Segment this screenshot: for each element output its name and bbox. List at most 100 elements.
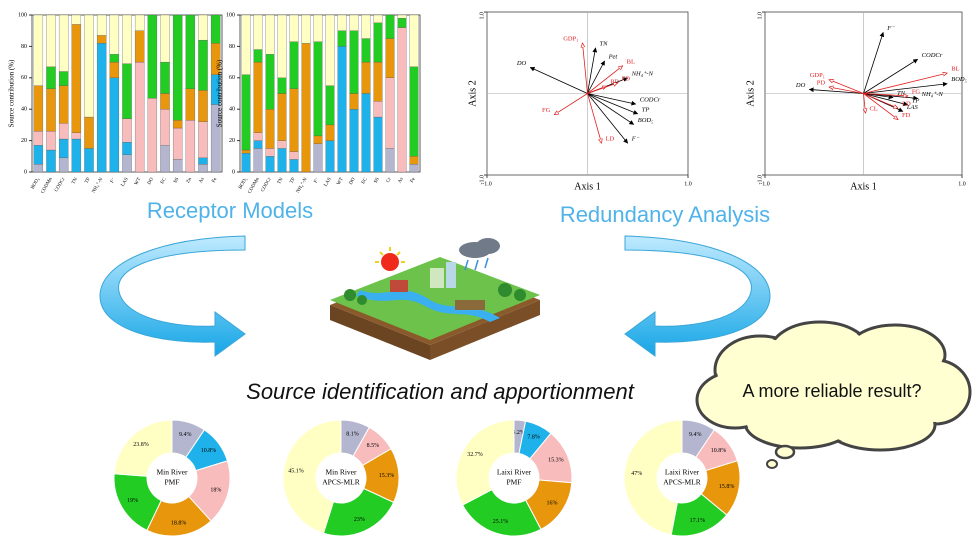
bubble-text: A more reliable result? (742, 381, 921, 401)
bar-segment (58, 14, 69, 72)
y-tick-label: 0 (24, 169, 27, 175)
bar-segment (71, 132, 82, 140)
bar-segment (373, 22, 383, 63)
donut-segment (623, 419, 683, 536)
donut-center-label: PMF (506, 478, 521, 487)
x-tick-label: NH₄⁺-N (91, 176, 105, 194)
x-tick-label: CODMn (41, 177, 54, 195)
bar-segment (397, 17, 407, 28)
bar-segment (46, 131, 56, 151)
x-tick-label: Zn (186, 177, 193, 185)
x-tick-label: BOD₅ (31, 177, 42, 190)
bar-segment (71, 14, 82, 25)
vector-label: CODCr (922, 52, 943, 59)
x-tick-label: NH₄⁺-N (295, 176, 309, 194)
bar-segment (337, 30, 347, 47)
bar-segment (253, 148, 263, 173)
bar-segment (109, 14, 120, 55)
donut-value-label: 16% (546, 500, 557, 506)
vector-arrow (587, 93, 637, 106)
vector-label: PD (817, 79, 826, 86)
x-tick-label: CODCr (261, 177, 273, 193)
bar-segment (198, 163, 208, 173)
bar-segment (409, 156, 419, 165)
bar-segment (385, 14, 395, 39)
bar-segment (96, 43, 107, 173)
vector-arrow (863, 93, 894, 100)
vector-arrow (587, 93, 639, 115)
vector-label: FD (902, 112, 911, 119)
bar-segment (160, 14, 170, 63)
donut-center-label: Laixi River (497, 468, 532, 477)
bar-segment (172, 127, 183, 160)
bar-segment (84, 116, 94, 149)
vector-arrow (529, 67, 588, 94)
bar-segment (313, 41, 323, 137)
vector-arrow (863, 58, 919, 94)
bar-segment (84, 14, 94, 118)
y-tick-label: 100 (18, 12, 27, 18)
vector-arrow (587, 83, 618, 94)
bar-segment (265, 14, 275, 55)
donut-segment (113, 419, 173, 477)
vector-label: F⁻ (631, 136, 640, 143)
x-tick-label: 1.0 (684, 181, 692, 187)
bar-segment (397, 27, 407, 173)
vector-label: GDP₁ (810, 72, 825, 79)
bar-segment (325, 14, 335, 86)
bar-segment (58, 85, 69, 124)
x-tick-label: TN (277, 177, 285, 186)
y-tick-label: 60 (21, 75, 27, 81)
bar-segment (253, 132, 263, 141)
y-tick-label: 20 (21, 138, 27, 144)
vector-arrow (829, 80, 864, 94)
bar-segment (241, 14, 251, 75)
bar-segment (289, 14, 299, 42)
x-tick-label: -1.0 (760, 181, 770, 187)
vector-arrow (587, 66, 623, 94)
y-tick-label: 40 (229, 107, 235, 113)
bar-segment (198, 90, 208, 122)
vector-label: CODCr (640, 97, 661, 104)
vector-label: LD (606, 136, 615, 143)
bar-segment (337, 46, 347, 173)
donut-value-label: 9.4% (689, 432, 702, 438)
bar-segment (301, 43, 311, 173)
donut-value-label: 8.1% (346, 431, 359, 437)
donut-value-label: 32.7% (467, 452, 483, 458)
bar-segment (325, 124, 335, 141)
vector-label: TP (642, 106, 650, 113)
bar-segment (265, 54, 275, 110)
vector-label: FG (542, 107, 551, 114)
bar-segment (349, 93, 359, 110)
bar-segment (349, 14, 359, 31)
bar-segment (71, 138, 82, 173)
bar-segment (253, 61, 263, 133)
bar-segment (277, 148, 287, 173)
cycle-arrow (99, 235, 246, 357)
vector-arrow (863, 93, 909, 107)
x-axis-label: Axis 1 (574, 181, 600, 192)
bar-segment (198, 39, 208, 91)
x-tick-label: EC (160, 176, 168, 185)
bar-segment (265, 156, 275, 173)
section-title: Redundancy Analysis (560, 202, 770, 227)
bar-segment (409, 66, 419, 157)
y-tick-label: 80 (229, 44, 235, 50)
y-axis-label: Source contribution (%) (8, 59, 16, 127)
y-axis-label: Axis 2 (467, 80, 478, 106)
y-tick-label: 60 (229, 75, 235, 81)
bar-segment (373, 61, 383, 102)
bar-segment (58, 157, 69, 173)
bar-segment (109, 54, 120, 63)
donut-value-label: 15.8% (719, 484, 735, 490)
vector-label: NH₄⁺-N (921, 91, 944, 98)
bar-segment (46, 66, 56, 89)
bar-segment (289, 159, 299, 173)
x-tick-label: WT (336, 177, 344, 186)
x-tick-label: -1.0 (482, 181, 492, 187)
bar-segment (373, 101, 383, 118)
donut-value-label: 23.8% (133, 442, 149, 448)
vector-arrow (864, 93, 866, 114)
